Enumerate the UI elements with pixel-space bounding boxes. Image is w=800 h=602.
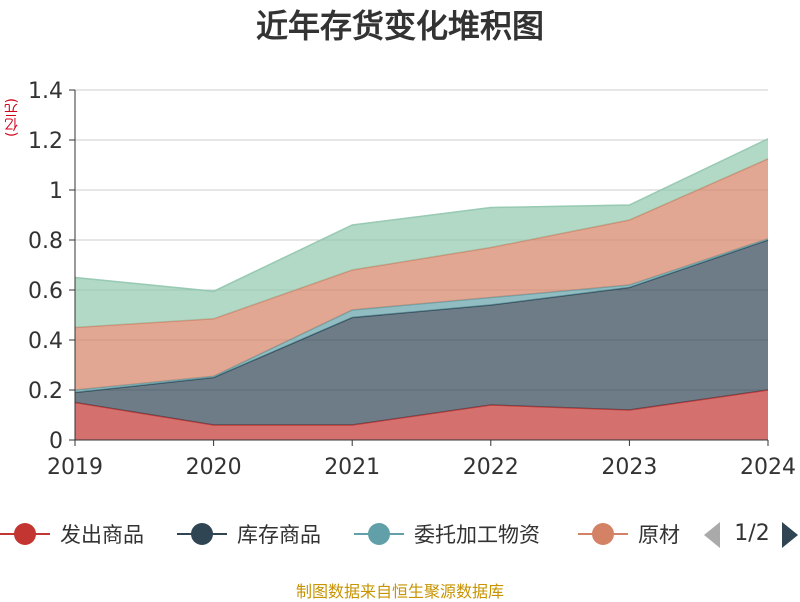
legend-label: 库存商品	[237, 523, 321, 547]
y-tick-label: 0.8	[28, 229, 63, 254]
legend-item-consigned-materials[interactable]: 委托加工物资	[354, 518, 540, 550]
x-tick-label: 2021	[324, 455, 380, 480]
y-tick-label: 1.4	[28, 79, 63, 104]
series-line-4	[74, 138, 769, 293]
legend-item-raw-materials[interactable]: 原材	[578, 518, 680, 550]
legend-item-inventory-goods[interactable]: 库存商品	[177, 518, 321, 550]
chart-title: 近年存货变化堆积图	[255, 7, 544, 45]
y-tick-label: 1	[49, 179, 63, 204]
legend-marker	[0, 518, 50, 550]
area-series-4	[75, 138, 768, 328]
legend-label: 委托加工物资	[414, 523, 540, 547]
x-tick-label: 2019	[47, 455, 103, 480]
legend-page-indicator: 1/2	[734, 521, 770, 546]
legend-label: 发出商品	[60, 523, 144, 547]
y-tick-label: 0	[49, 429, 63, 454]
y-tick-label: 1.2	[28, 129, 63, 154]
legend: 发出商品 库存商品 委托加工物资 原材 1/2	[0, 512, 800, 556]
legend-item-shipped-goods[interactable]: 发出商品	[0, 518, 144, 550]
area-series-1	[75, 240, 768, 425]
x-tick-label: 2024	[740, 455, 796, 480]
area-series-3	[75, 158, 768, 390]
y-tick-label: 0.4	[28, 329, 63, 354]
data-source-note: 制图数据来自恒生聚源数据库	[295, 582, 504, 601]
y-tick-label: 0.6	[28, 279, 63, 304]
legend-marker	[177, 518, 227, 550]
legend-items: 发出商品 库存商品 委托加工物资 原材	[0, 512, 686, 556]
x-tick-label: 2022	[463, 455, 519, 480]
y-tick-label: 0.2	[28, 379, 63, 404]
legend-marker	[578, 518, 628, 550]
x-tick-label: 2020	[186, 455, 242, 480]
chevron-right-icon[interactable]	[782, 522, 798, 548]
legend-marker	[354, 518, 404, 550]
chevron-left-icon[interactable]	[704, 522, 720, 548]
x-tick-label: 2023	[601, 455, 657, 480]
legend-label: 原材	[638, 523, 680, 547]
